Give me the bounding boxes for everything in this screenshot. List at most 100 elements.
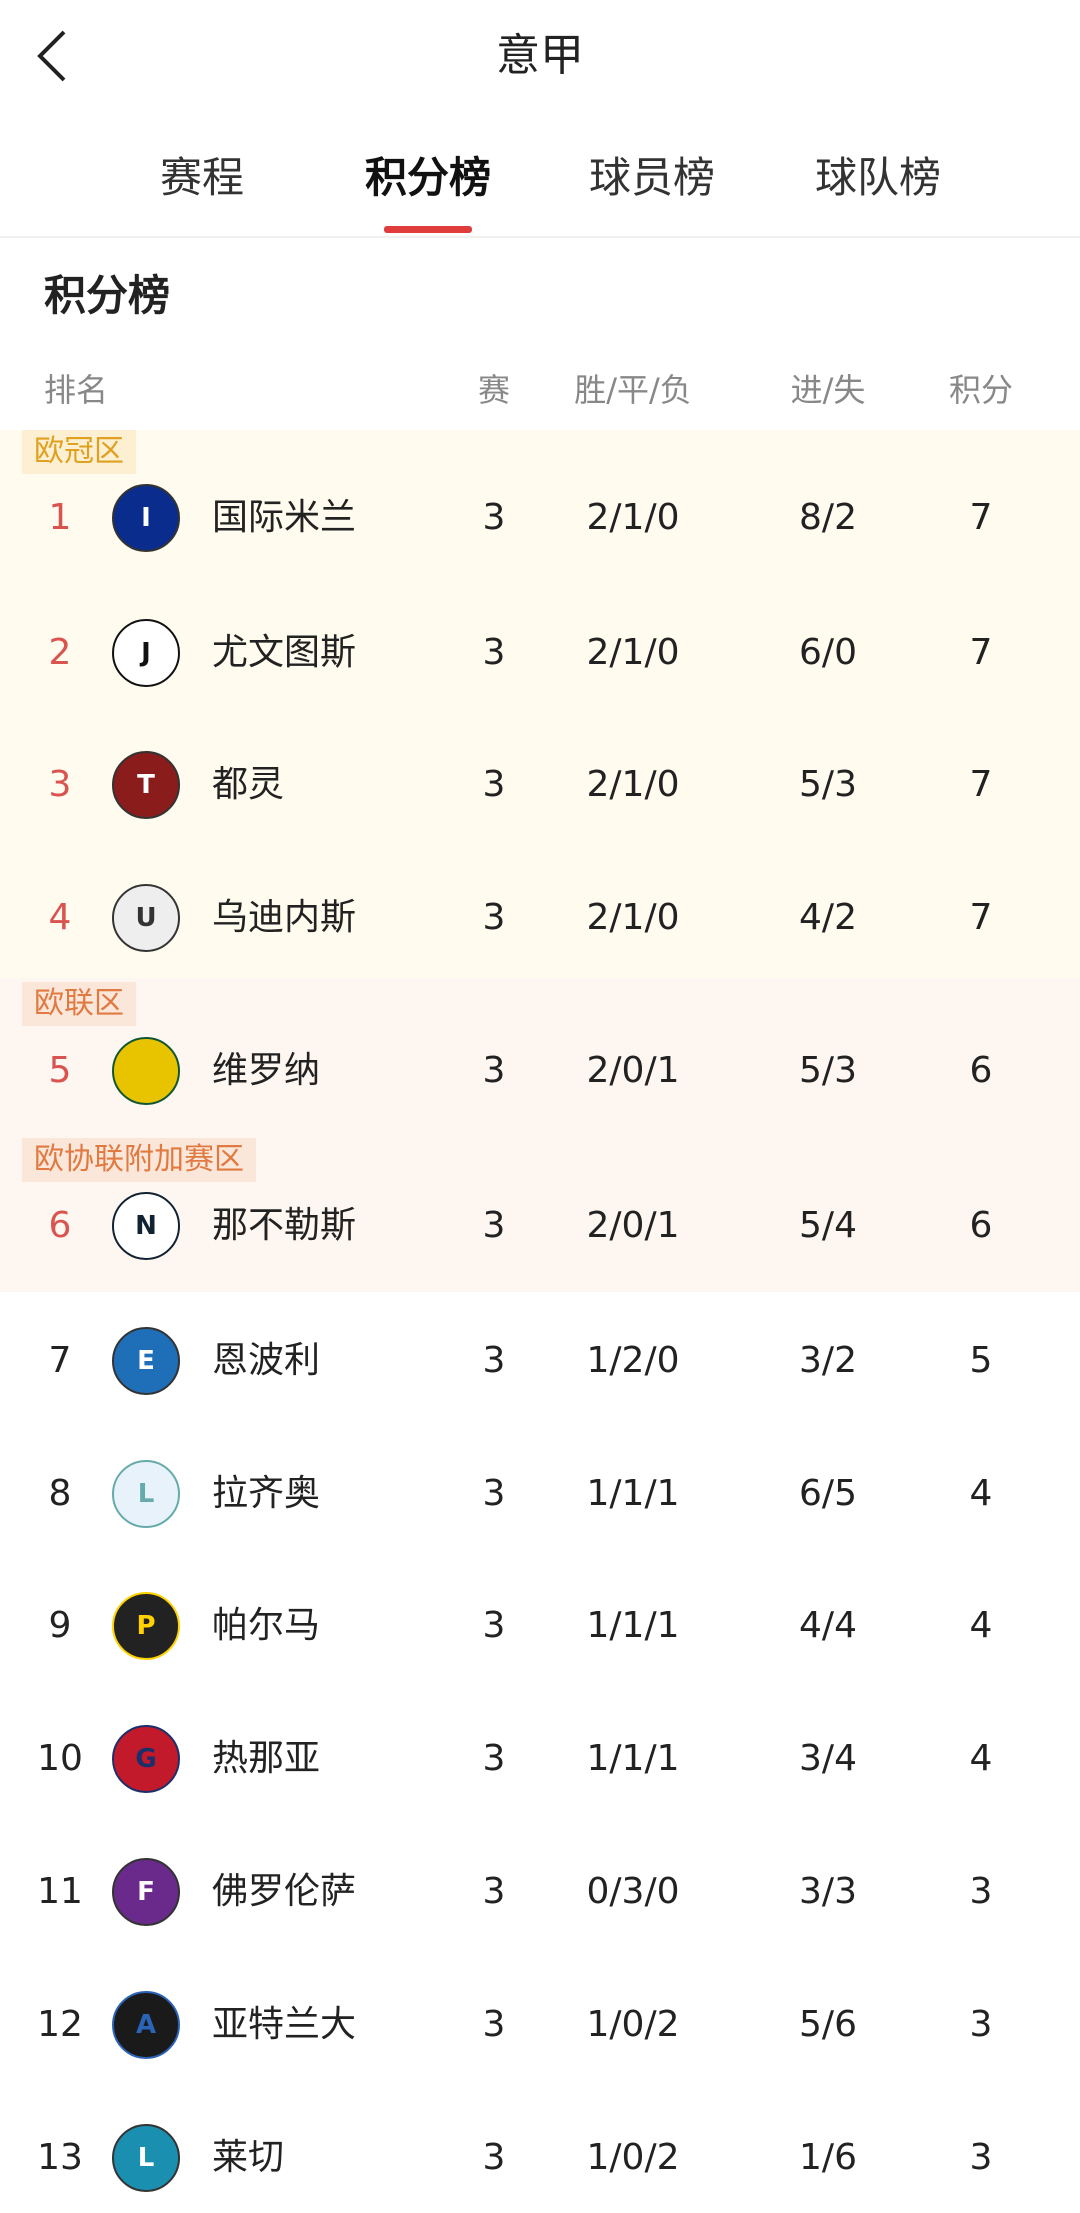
team-name: 拉齐奥: [212, 1473, 321, 1514]
wdl: 2/0/1: [586, 1050, 680, 1091]
table-row[interactable]: 2 J 尤文图斯 3 2/1/0 6/0 7: [0, 619, 1080, 687]
table-row[interactable]: 3 T 都灵 3 2/1/0 5/3 7: [0, 751, 1080, 819]
team-logo-icon: U: [112, 884, 180, 952]
points: 6: [969, 1205, 993, 1246]
rank: 10: [37, 1738, 83, 1779]
goals: 5/3: [799, 1050, 857, 1091]
team-logo-icon: A: [112, 1991, 180, 2059]
points: 7: [969, 897, 993, 938]
table-row[interactable]: 9 P 帕尔马 3 1/1/1 4/4 4: [0, 1592, 1080, 1660]
table-row[interactable]: 11 F 佛罗伦萨 3 0/3/0 3/3 3: [0, 1858, 1080, 1926]
points: 3: [969, 2004, 993, 2045]
points: 3: [969, 2137, 993, 2178]
team-name: 亚特兰大: [212, 2004, 357, 2045]
points: 7: [969, 497, 993, 538]
team-name: 佛罗伦萨: [212, 1871, 357, 1912]
team-logo-icon: [112, 1037, 180, 1105]
team-logo-icon: J: [112, 619, 180, 687]
back-chevron-icon[interactable]: [30, 28, 80, 84]
points: 3: [969, 1871, 993, 1912]
zone-label-uel: 欧联区: [22, 982, 136, 1026]
col-rank: 排名: [44, 371, 109, 409]
played: 3: [482, 897, 506, 938]
zone-label-ucl: 欧冠区: [22, 430, 136, 474]
team-name: 乌迪内斯: [212, 897, 357, 938]
goals: 6/5: [799, 1473, 857, 1514]
rank: 5: [48, 1050, 72, 1091]
team-logo-icon: P: [112, 1592, 180, 1660]
table-row[interactable]: 7 E 恩波利 3 1/2/0 3/2 5: [0, 1327, 1080, 1395]
points: 7: [969, 764, 993, 805]
rank: 11: [37, 1871, 83, 1912]
wdl: 2/0/1: [586, 1205, 680, 1246]
table-row[interactable]: 10 G 热那亚 3 1/1/1 3/4 4: [0, 1725, 1080, 1793]
table-row[interactable]: 12 A 亚特兰大 3 1/0/2 5/6 3: [0, 1991, 1080, 2059]
wdl: 0/3/0: [586, 1871, 680, 1912]
tab-players[interactable]: 球员榜: [588, 153, 715, 202]
rank: 1: [48, 497, 72, 538]
rank: 4: [48, 897, 72, 938]
wdl: 1/0/2: [586, 2137, 680, 2178]
played: 3: [482, 2137, 506, 2178]
points: 4: [969, 1738, 993, 1779]
team-name: 尤文图斯: [212, 632, 357, 673]
goals: 8/2: [799, 497, 857, 538]
table-row[interactable]: 8 L 拉齐奥 3 1/1/1 6/5 4: [0, 1460, 1080, 1528]
goals: 5/3: [799, 764, 857, 805]
played: 3: [482, 1871, 506, 1912]
rank: 2: [48, 632, 72, 673]
rank: 9: [48, 1605, 72, 1646]
goals: 3/4: [799, 1738, 857, 1779]
rank: 3: [48, 764, 72, 805]
table-row[interactable]: 4 U 乌迪内斯 3 2/1/0 4/2 7: [0, 884, 1080, 952]
col-goals: 进/失: [790, 371, 866, 409]
points: 4: [969, 1473, 993, 1514]
rank: 7: [48, 1340, 72, 1381]
tab-schedule[interactable]: 赛程: [159, 153, 244, 202]
tab-teams[interactable]: 球队榜: [814, 153, 941, 202]
played: 3: [482, 1340, 506, 1381]
col-points: 积分: [948, 371, 1013, 409]
goals: 5/6: [799, 2004, 857, 2045]
table-row[interactable]: 13 L 莱切 3 1/0/2 1/6 3: [0, 2124, 1080, 2192]
table-row[interactable]: 1 I 国际米兰 3 2/1/0 8/2 7: [0, 484, 1080, 552]
page-title: 意甲: [496, 30, 584, 81]
played: 3: [482, 2004, 506, 2045]
team-name: 都灵: [212, 764, 285, 805]
points: 6: [969, 1050, 993, 1091]
zone-ucl-bg: [0, 430, 1080, 978]
section-title: 积分榜: [44, 271, 171, 320]
wdl: 2/1/0: [586, 497, 680, 538]
col-wdl: 胜/平/负: [574, 371, 692, 409]
team-name: 那不勒斯: [212, 1205, 357, 1246]
team-logo-icon: G: [112, 1725, 180, 1793]
tab-standings[interactable]: 积分榜: [364, 153, 491, 202]
team-name: 恩波利: [212, 1340, 321, 1381]
played: 3: [482, 632, 506, 673]
wdl: 2/1/0: [586, 632, 680, 673]
team-logo-icon: E: [112, 1327, 180, 1395]
team-name: 莱切: [212, 2137, 285, 2178]
wdl: 2/1/0: [586, 764, 680, 805]
rank: 13: [37, 2137, 83, 2178]
played: 3: [482, 1738, 506, 1779]
goals: 5/4: [799, 1205, 857, 1246]
goals: 3/2: [799, 1340, 857, 1381]
goals: 3/3: [799, 1871, 857, 1912]
wdl: 1/2/0: [586, 1340, 680, 1381]
wdl: 1/0/2: [586, 2004, 680, 2045]
team-name: 维罗纳: [212, 1050, 321, 1091]
team-name: 国际米兰: [212, 497, 357, 538]
played: 3: [482, 764, 506, 805]
team-logo-icon: L: [112, 1460, 180, 1528]
zone-uel-bg: [0, 978, 1080, 1292]
table-row[interactable]: 5 维罗纳 3 2/0/1 5/3 6: [0, 1037, 1080, 1105]
points: 5: [969, 1340, 993, 1381]
team-name: 热那亚: [212, 1738, 321, 1779]
table-row[interactable]: 6 N 那不勒斯 3 2/0/1 5/4 6: [0, 1192, 1080, 1260]
played: 3: [482, 1050, 506, 1091]
active-tab-indicator: [384, 226, 472, 233]
goals: 4/4: [799, 1605, 857, 1646]
team-logo-icon: N: [112, 1192, 180, 1260]
team-name: 帕尔马: [212, 1605, 321, 1646]
